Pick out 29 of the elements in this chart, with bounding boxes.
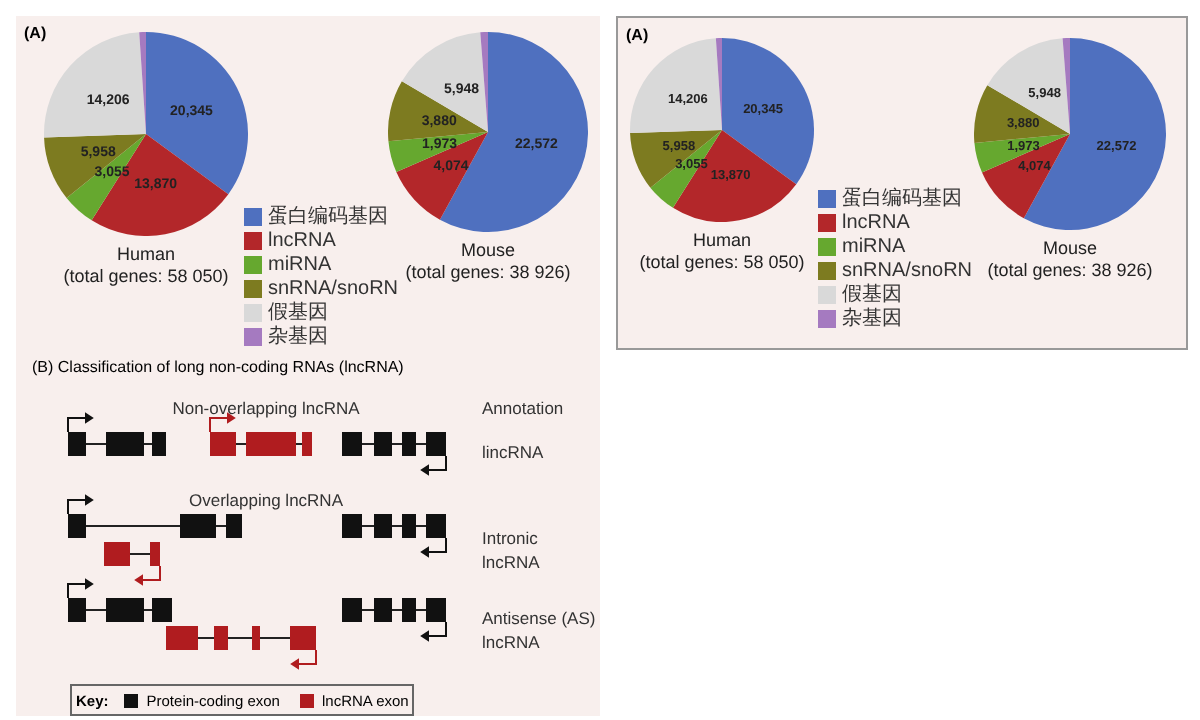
text: Antisense (AS) lncRNA: [482, 606, 598, 654]
text: Human: [114, 244, 177, 266]
legend-label: miRNA: [268, 253, 332, 275]
legend-label: 蛋白编码基因: [268, 203, 388, 230]
text: Human: [690, 230, 753, 252]
text: (B) Classification of long non-coding RNAs (lncRNA): [32, 358, 404, 376]
text: Non-overlapping lncRNA: [170, 396, 362, 420]
text: Intronic lncRNA: [482, 526, 542, 574]
text: (total genes: 38 926): [987, 260, 1153, 280]
legend-label: snRNA/snoRN: [842, 259, 973, 281]
text: (A): [24, 24, 47, 42]
legend-label: 假基因: [268, 299, 328, 325]
text: Mouse: [1040, 238, 1099, 260]
text: (total genes: 38 926): [405, 262, 571, 282]
text: lincRNA: [482, 440, 546, 464]
text: Mouse: [458, 240, 517, 262]
legend-label: lncRNA: [842, 211, 910, 233]
text: (A): [626, 26, 649, 44]
legend-label: 假基因: [842, 281, 902, 307]
legend-label: lncRNA: [268, 229, 336, 251]
legend-label: miRNA: [842, 235, 906, 257]
text: (total genes: 58 050): [61, 266, 231, 288]
text: (total genes: 58 050): [637, 252, 807, 274]
legend-label: 蛋白编码基因: [842, 185, 962, 212]
legend-label: 杂基因: [842, 305, 902, 332]
text: Overlapping lncRNA: [186, 488, 345, 512]
text: Annotation: [482, 396, 566, 420]
legend-label: snRNA/snoRN: [268, 277, 399, 299]
legend-label: 杂基因: [268, 323, 328, 350]
